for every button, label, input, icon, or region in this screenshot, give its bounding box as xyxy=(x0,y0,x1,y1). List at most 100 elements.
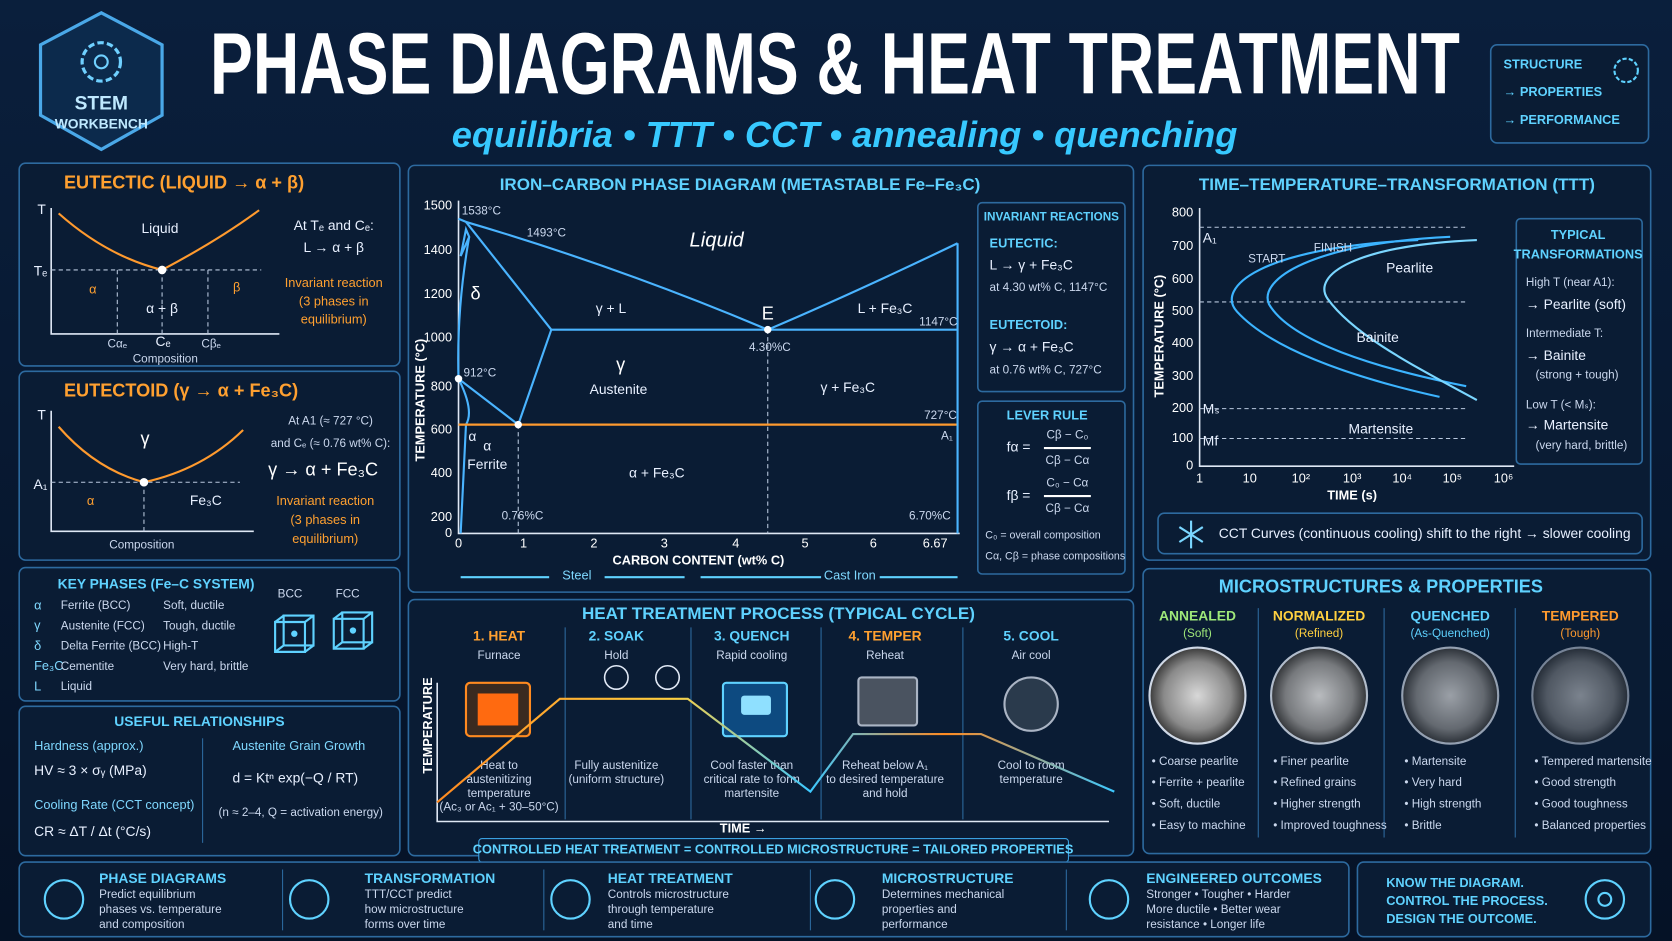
text: Martensite xyxy=(1349,421,1414,437)
text: resistance • Longer life xyxy=(1146,918,1265,931)
micrograph xyxy=(1531,646,1630,745)
text: PHASE DIAGRAMS & HEAT TREATMENT xyxy=(210,15,1460,113)
text: 3. QUENCH xyxy=(714,628,789,644)
text: equilibrium) xyxy=(292,531,358,546)
text: CCT Curves (continuous cooling) shift to… xyxy=(1219,525,1631,541)
text: Cβ − C₀ xyxy=(1046,428,1088,441)
text: Heat to xyxy=(480,759,518,772)
text: Liquid xyxy=(141,220,178,236)
text: TEMPERATURE (°C) xyxy=(1152,275,1167,398)
text: Liquid xyxy=(61,680,92,693)
text: Soft, ductile xyxy=(163,599,224,612)
text: • Martensite xyxy=(1404,755,1466,768)
text: Composition xyxy=(133,353,198,366)
text: fβ = xyxy=(1007,487,1031,503)
text: Tₑ xyxy=(34,263,48,279)
text: α xyxy=(468,428,476,444)
text: ENGINEERED OUTCOMES xyxy=(1146,870,1322,886)
text: PHASE DIAGRAMS xyxy=(99,870,226,886)
text: α xyxy=(89,282,97,297)
cta-box xyxy=(1356,861,1652,938)
text: EUTECTIC: xyxy=(990,236,1058,251)
text: 1000 xyxy=(424,330,452,345)
text: Mf xyxy=(1203,432,1219,448)
text: A₁ xyxy=(941,429,953,442)
logo-gear-core xyxy=(93,54,109,70)
micrograph xyxy=(1148,646,1247,745)
text: 200 xyxy=(1172,400,1193,415)
text: CONTROL THE PROCESS. xyxy=(1386,893,1548,908)
text: 600 xyxy=(1172,271,1193,286)
lattice-atom xyxy=(291,630,298,637)
text: Predict equilibrium xyxy=(99,888,195,901)
text: to desired temperature xyxy=(826,773,944,786)
cycle-line xyxy=(436,697,1115,804)
panel xyxy=(1142,567,1652,855)
text: δ xyxy=(471,283,481,303)
panel xyxy=(18,162,401,367)
text: δ xyxy=(34,638,41,653)
micrograph xyxy=(1269,646,1369,745)
liquidus xyxy=(465,220,959,331)
text: 912°C xyxy=(463,367,496,380)
text: at 0.76 wt% C, 727°C xyxy=(990,363,1103,376)
text: TIME (s) xyxy=(1327,487,1377,502)
text: LEVER RULE xyxy=(1007,407,1088,422)
text: A₁ xyxy=(34,476,48,492)
text: • Higher strength xyxy=(1273,798,1360,811)
target-icon xyxy=(1584,879,1626,920)
text: α xyxy=(87,493,95,508)
text: (Ac₃ or Ac₁ + 30–50°C) xyxy=(439,801,558,814)
text: γ → α + Fe₃C xyxy=(268,459,378,479)
liquidus-left xyxy=(57,212,163,271)
text: FINISH xyxy=(1314,242,1352,255)
text: Cβ − Cα xyxy=(1046,454,1090,467)
point-912 xyxy=(454,375,463,383)
text: through temperature xyxy=(608,903,714,916)
text: • High strength xyxy=(1404,798,1481,811)
text: γ xyxy=(616,355,625,375)
text: phases vs. temperature xyxy=(99,903,221,916)
text: INVARIANT REACTIONS xyxy=(984,211,1119,224)
text: Ferrite (BCC) xyxy=(61,599,131,612)
text: 1147°C xyxy=(919,315,958,328)
fan-icon xyxy=(1003,676,1059,732)
lattice-atom xyxy=(349,627,357,634)
text: 1538°C xyxy=(462,204,502,217)
text: Invariant reaction xyxy=(285,275,383,290)
text: 5 xyxy=(802,535,809,550)
text: BCC xyxy=(278,587,303,600)
text: Cβₑ xyxy=(201,338,221,351)
text: 10² xyxy=(1292,470,1311,485)
point-eutectoid xyxy=(514,420,522,429)
text: 3 xyxy=(661,535,668,550)
text: CARBON CONTENT (wt% C) xyxy=(613,553,785,568)
point-e xyxy=(764,325,772,334)
text: • Balanced properties xyxy=(1534,819,1646,832)
tagline-gear xyxy=(1613,57,1639,84)
text: 600 xyxy=(431,421,452,436)
text: (As-Quenched) xyxy=(1410,627,1490,640)
text: 0.76%C xyxy=(502,509,544,522)
text: γ + L xyxy=(596,300,627,316)
logo-gear xyxy=(80,41,123,83)
text: d = Ktⁿ exp(−Q / RT) xyxy=(232,769,358,785)
text: T xyxy=(37,407,46,423)
text: DESIGN THE OUTCOME. xyxy=(1386,911,1537,926)
text: 10 xyxy=(1243,470,1257,485)
text: • Easy to machine xyxy=(1152,819,1246,832)
text: Cast Iron xyxy=(824,567,876,582)
text: 6.70%C xyxy=(909,509,951,522)
panel xyxy=(18,705,401,857)
text: T xyxy=(37,201,46,217)
text: A₁ xyxy=(1203,230,1217,246)
text: • Ferrite + pearlite xyxy=(1152,776,1245,789)
axis xyxy=(1198,208,1515,468)
text: Bainite xyxy=(1357,329,1400,345)
text: 0 xyxy=(445,525,452,540)
text: Cementite xyxy=(61,660,114,673)
text: E xyxy=(762,304,774,324)
ttt-mid xyxy=(1266,235,1467,388)
panel xyxy=(407,164,1135,593)
